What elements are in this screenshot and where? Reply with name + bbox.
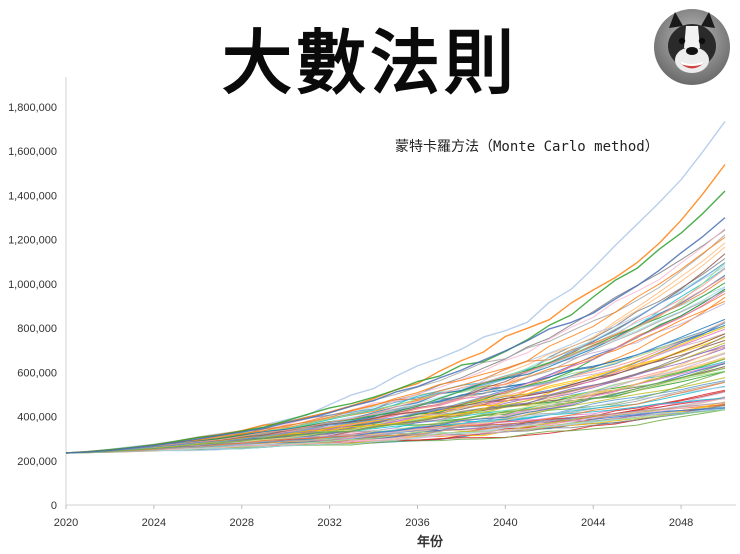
- simulation-series-line-88: [65, 397, 726, 454]
- y-tick-label: 1,600,000: [8, 146, 57, 158]
- x-tick-label: 2048: [669, 517, 693, 529]
- simulation-series-line-86: [65, 276, 726, 454]
- x-tick-label: 2024: [142, 517, 166, 529]
- y-tick-label: 1,400,000: [8, 190, 57, 202]
- simulation-series-line-90: [65, 408, 726, 454]
- simulation-series-line-100: [65, 217, 726, 454]
- chart-subtitle: 蒙特卡羅方法（Monte Carlo method）: [395, 139, 659, 155]
- x-tick-label: 2044: [581, 517, 605, 529]
- simulation-series-line-96: [65, 367, 726, 454]
- y-tick-label: 200,000: [17, 456, 57, 468]
- page-title: 大數法則: [222, 21, 518, 104]
- x-tick-label: 2020: [54, 517, 78, 529]
- simulation-series-line-91: [65, 363, 726, 454]
- chart-axes: [65, 77, 736, 506]
- x-tick-label: 2028: [229, 517, 253, 529]
- y-tick-label: 0: [51, 500, 57, 512]
- bulldog-photo-icon: [654, 9, 730, 85]
- x-tick-label: 2040: [493, 517, 517, 529]
- simulation-series-line-99: [65, 190, 726, 454]
- x-axis-ticks: 2020 2024 2028 2032 2036 2040 2044 2048: [54, 505, 693, 529]
- y-tick-label: 1,200,000: [8, 235, 57, 247]
- simulation-lines: [65, 120, 726, 454]
- y-tick-label: 600,000: [17, 367, 57, 379]
- y-axis-ticks: 0 200,000 400,000 600,000 800,000 1,000,000 1,…: [8, 102, 57, 512]
- x-axis-title: 年份: [417, 534, 444, 550]
- y-tick-label: 800,000: [17, 323, 57, 335]
- simulation-series-line-58: [65, 267, 726, 454]
- x-tick-label: 2032: [317, 517, 341, 529]
- y-tick-label: 1,800,000: [8, 102, 57, 114]
- simulation-series-line-93: [65, 402, 726, 454]
- y-tick-label: 1,000,000: [8, 279, 57, 291]
- y-tick-label: 400,000: [17, 412, 57, 424]
- simulation-series-line-95: [65, 322, 726, 454]
- x-tick-label: 2036: [405, 517, 429, 529]
